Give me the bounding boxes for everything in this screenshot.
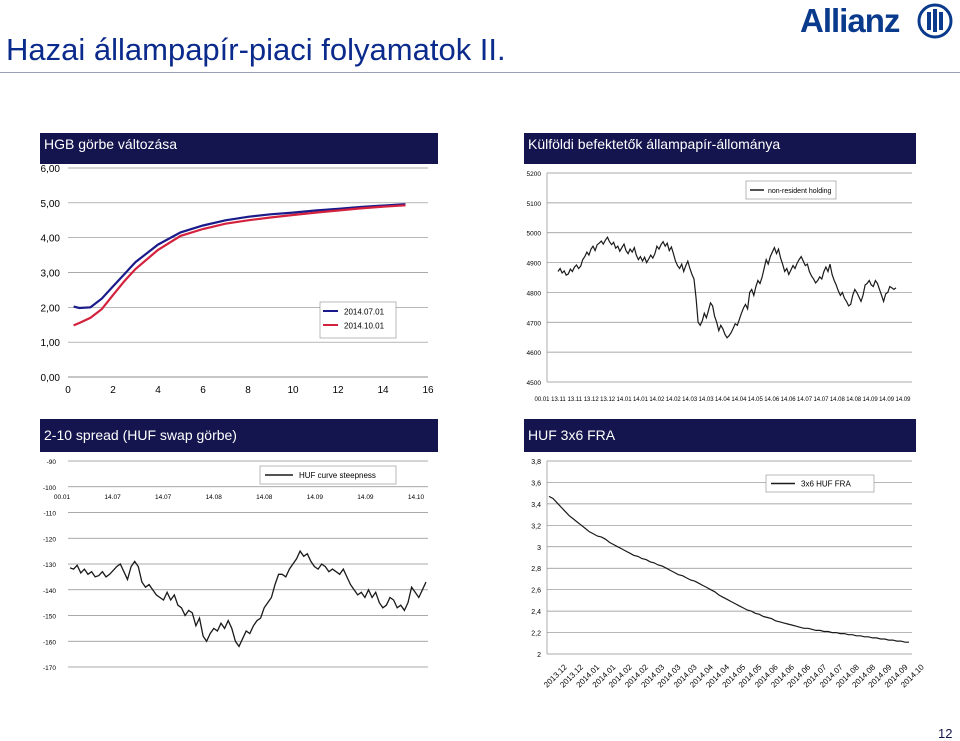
hgb-legend-box bbox=[319, 301, 397, 339]
foreign-x-tick-label: 14.07 bbox=[813, 397, 829, 403]
foreign-y-tick-label: 5200 bbox=[527, 171, 542, 178]
foreign-y-tick-label: 5100 bbox=[527, 201, 542, 208]
spread-y-tick-label: -90 bbox=[47, 459, 57, 466]
spread-x-tick-label: 14.10 bbox=[408, 494, 425, 501]
panel-heading-foreign: Külföldi befektetők állampapír-állománya bbox=[524, 133, 916, 164]
spread-legend-label: HUF curve steepness bbox=[299, 471, 376, 480]
allianz-eagle-icon bbox=[917, 3, 953, 39]
hgb-legend-label: 2014.07.01 bbox=[344, 308, 385, 317]
hgb-y-tick-label: 3,00 bbox=[41, 269, 61, 280]
foreign-y-tick-label: 4900 bbox=[527, 261, 542, 268]
fra-legend-label: 3x6 HUF FRA bbox=[801, 480, 851, 489]
hgb-x-tick-label: 12 bbox=[332, 385, 344, 396]
foreign-x-tick-label: 14.06 bbox=[781, 397, 797, 403]
fra-y-tick-label: 3,4 bbox=[531, 502, 541, 509]
foreign-y-tick-label: 4800 bbox=[527, 290, 542, 297]
fra-y-tick-label: 3 bbox=[537, 545, 541, 552]
foreign-y-tick-label: 4600 bbox=[527, 350, 542, 357]
foreign-x-tick-label: 14.03 bbox=[682, 397, 698, 403]
hgb-legend-label: 2014.10.01 bbox=[344, 322, 385, 331]
hgb-x-tick-label: 4 bbox=[155, 385, 161, 396]
spread-y-tick-label: -140 bbox=[43, 588, 56, 595]
hgb-y-tick-label: 4,00 bbox=[41, 234, 61, 245]
foreign-x-tick-label: 13.12 bbox=[600, 397, 616, 403]
foreign-x-tick-label: 14.02 bbox=[666, 397, 682, 403]
fra-y-tick-label: 3,6 bbox=[531, 480, 541, 487]
spread-x-tick-label: 14.08 bbox=[206, 494, 223, 501]
hgb-x-tick-label: 10 bbox=[287, 385, 299, 396]
hgb-series-line bbox=[73, 203, 406, 310]
fra-y-tick-label: 2 bbox=[537, 652, 541, 659]
foreign-y-tick-label: 5000 bbox=[527, 231, 542, 238]
spread-y-tick-label: -110 bbox=[43, 511, 56, 518]
fra-y-tick-label: 2,4 bbox=[531, 609, 541, 616]
foreign-x-tick-label: 14.06 bbox=[764, 397, 780, 403]
page-number: 12 bbox=[938, 726, 953, 741]
foreign-x-tick-label: 14.03 bbox=[699, 397, 715, 403]
foreign-x-tick-label: 14.04 bbox=[731, 397, 747, 403]
foreign-y-tick-label: 4500 bbox=[527, 380, 542, 387]
panel-heading-hgb: HGB görbe változása bbox=[40, 133, 438, 164]
panel-heading-spread: 2-10 spread (HUF swap görbe) bbox=[40, 419, 438, 452]
foreign-x-tick-label: 14.08 bbox=[846, 397, 862, 403]
spread-x-tick-label: 14.07 bbox=[155, 494, 172, 501]
foreign-series-line bbox=[557, 235, 897, 339]
fra-y-tick-label: 3,2 bbox=[531, 523, 541, 530]
spread-y-tick-label: -160 bbox=[43, 639, 56, 646]
spread-x-tick-label: 00.01 bbox=[54, 494, 71, 501]
spread-x-tick-label: 14.07 bbox=[104, 494, 121, 501]
spread-y-tick-label: -170 bbox=[43, 665, 56, 672]
hgb-series-line bbox=[73, 204, 406, 327]
hgb-x-tick-label: 6 bbox=[200, 385, 206, 396]
fra-y-tick-label: 3,8 bbox=[531, 459, 541, 466]
foreign-x-tick-label: 14.05 bbox=[748, 397, 764, 403]
fra-y-tick-label: 2,2 bbox=[531, 631, 541, 638]
foreign-legend-label: non-resident holding bbox=[768, 188, 832, 195]
spread-x-tick-label: 14.08 bbox=[256, 494, 273, 501]
hgb-x-tick-label: 0 bbox=[65, 385, 71, 396]
hgb-y-tick-label: 5,00 bbox=[41, 199, 61, 210]
title-divider bbox=[0, 72, 960, 73]
foreign-x-tick-label: 14.09 bbox=[863, 397, 879, 403]
panel-heading-fra: HUF 3x6 FRA bbox=[524, 419, 916, 452]
fra-legend-box bbox=[765, 474, 875, 493]
spread-y-tick-label: -100 bbox=[43, 485, 56, 492]
fra-series-line bbox=[548, 495, 909, 643]
fra-y-tick-label: 2,6 bbox=[531, 588, 541, 595]
allianz-logo: Allianz bbox=[800, 2, 900, 39]
foreign-x-tick-label: 13.12 bbox=[584, 397, 600, 403]
foreign-y-tick-label: 4700 bbox=[527, 320, 542, 327]
spread-y-tick-label: -120 bbox=[43, 536, 56, 543]
hgb-x-tick-label: 8 bbox=[245, 385, 251, 396]
hgb-x-tick-label: 2 bbox=[110, 385, 116, 396]
foreign-x-tick-label: 14.09 bbox=[895, 397, 911, 403]
spread-x-tick-label: 14.09 bbox=[307, 494, 324, 501]
foreign-x-tick-label: 14.01 bbox=[617, 397, 633, 403]
spread-x-tick-label: 14.09 bbox=[357, 494, 374, 501]
hgb-x-tick-label: 16 bbox=[422, 385, 434, 396]
foreign-x-tick-label: 13.11 bbox=[568, 397, 583, 403]
foreign-x-tick-label: 13.11 bbox=[551, 397, 566, 403]
foreign-x-tick-label: 14.04 bbox=[715, 397, 731, 403]
spread-series-line bbox=[69, 549, 427, 648]
spread-legend-box bbox=[259, 465, 397, 485]
fra-y-tick-label: 2,8 bbox=[531, 566, 541, 573]
hgb-x-tick-label: 14 bbox=[377, 385, 389, 396]
hgb-y-tick-label: 6,00 bbox=[41, 164, 61, 175]
page-title: Hazai állampapír-piaci folyamatok II. bbox=[6, 32, 506, 67]
spread-y-tick-label: -130 bbox=[43, 562, 56, 569]
hgb-y-tick-label: 2,00 bbox=[41, 303, 61, 314]
foreign-x-tick-label: 00.01 bbox=[534, 397, 550, 403]
foreign-x-tick-label: 14.08 bbox=[830, 397, 846, 403]
foreign-x-tick-label: 14.07 bbox=[797, 397, 813, 403]
foreign-x-tick-label: 14.02 bbox=[649, 397, 665, 403]
hgb-y-tick-label: 1,00 bbox=[41, 338, 61, 349]
spread-y-tick-label: -150 bbox=[43, 614, 56, 621]
foreign-legend-box bbox=[745, 180, 837, 200]
foreign-x-tick-label: 14.01 bbox=[633, 397, 649, 403]
foreign-x-tick-label: 14.09 bbox=[879, 397, 895, 403]
hgb-y-tick-label: 0,00 bbox=[41, 373, 61, 384]
